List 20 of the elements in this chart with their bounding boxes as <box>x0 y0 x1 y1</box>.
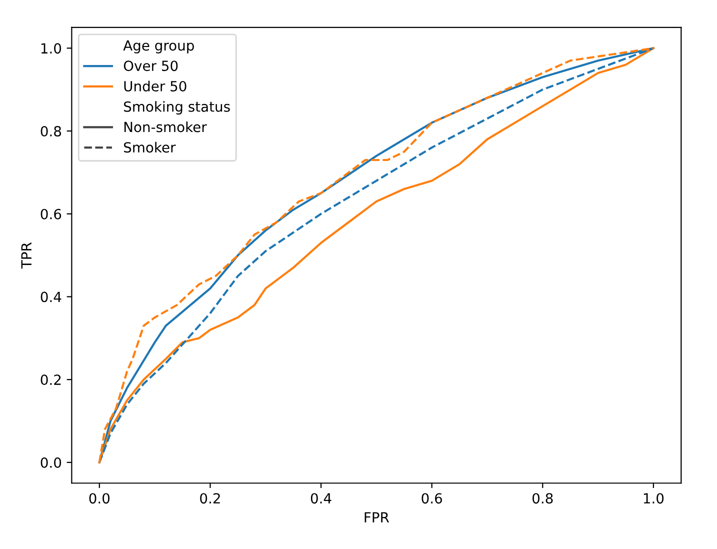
y-tick-label: 0.8 <box>40 126 62 136</box>
x-tick-label: 0.4 <box>310 493 332 504</box>
y-axis-title: TPR <box>21 242 32 269</box>
y-tick-label: 0.0 <box>40 457 62 468</box>
legend-label: Over 50 <box>124 60 178 72</box>
x-tick-label: 0.2 <box>200 493 220 504</box>
legend-label: Under 50 <box>124 80 186 92</box>
x-tick-label: 0.8 <box>532 493 553 504</box>
x-axis-title: FPR <box>364 512 390 522</box>
annotation: Smoker <box>124 142 176 153</box>
y-tick-label: 1.0 <box>41 43 62 54</box>
y-tick-label: 0.6 <box>40 208 62 220</box>
x-tick-label: 0.0 <box>89 493 110 504</box>
y-tick-label: 0.4 <box>40 292 62 302</box>
y-tick-label: 0.2 <box>40 374 61 386</box>
annotation: Non-smoker <box>124 121 207 132</box>
x-tick-label: 0.6 <box>422 493 442 504</box>
x-tick-label: 1.0 <box>644 493 664 504</box>
annotation: Smoking status <box>124 101 230 115</box>
legend-title: Age group <box>123 40 194 54</box>
